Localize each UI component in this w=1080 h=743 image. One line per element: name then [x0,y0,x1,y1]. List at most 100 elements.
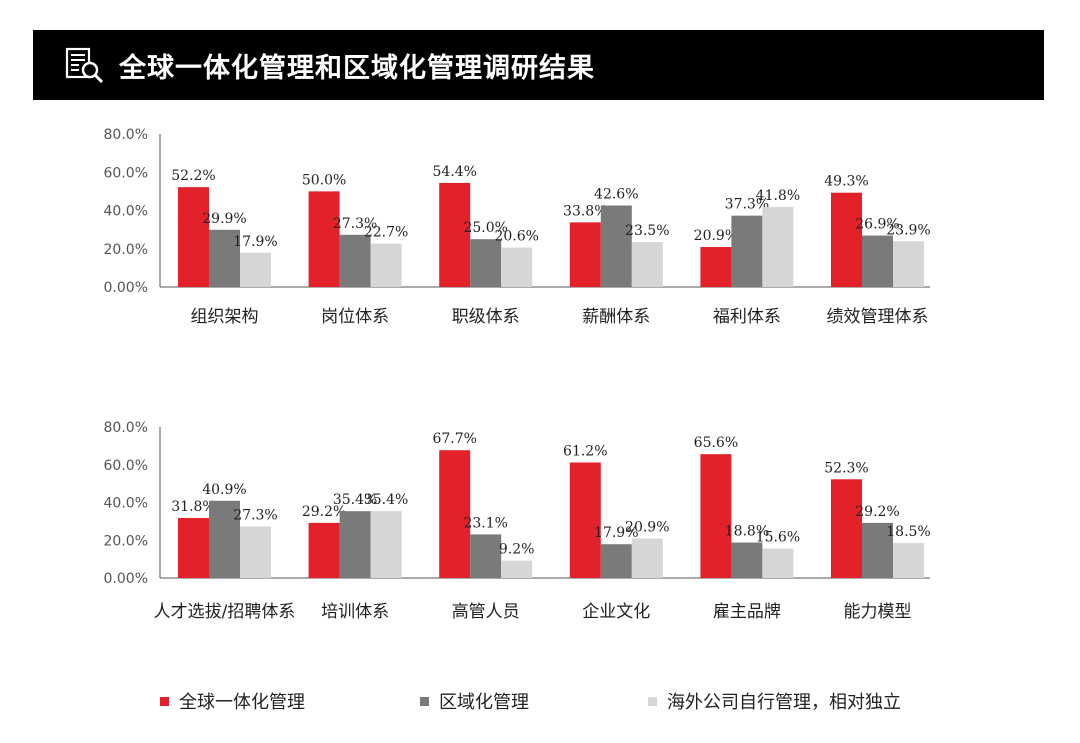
bar-regional [862,522,893,578]
bar-global [569,462,601,578]
bar-global [700,247,732,287]
y-tick-label: 40.0% [104,204,148,220]
data-label-independent: 22.7% [364,225,408,241]
data-label-regional: 40.9% [202,482,246,498]
legend-item-global: 全球一体化管理 [160,688,305,714]
bar-global [439,182,471,287]
bar-independent [893,543,924,578]
bar-regional [731,542,763,578]
bar-independent [370,243,402,287]
category-label: 组织架构 [191,307,259,327]
data-label-global: 29.2% [302,504,346,520]
category-label: 岗位体系 [321,307,389,327]
bar-regional [470,239,502,287]
bar-regional [339,511,371,578]
data-label-independent: 20.9% [625,520,669,536]
data-label-independent: 15.6% [756,530,800,546]
category-label: 薪酬体系 [582,307,650,327]
y-tick-label: 40.0% [104,496,148,512]
bar-independent [631,538,663,578]
y-tick-label: 80.0% [104,420,148,436]
y-tick-label: 20.0% [104,533,148,549]
category-label: 绩效管理体系 [827,307,929,327]
legend-label-global: 全球一体化管理 [179,692,305,713]
data-label-independent: 23.5% [625,223,669,239]
bar-independent [240,252,271,287]
y-tick-label: 0.00% [104,280,148,296]
data-label-regional: 25.0% [463,220,507,236]
data-label-independent: 17.9% [233,234,277,250]
bar-regional [862,235,893,287]
data-label-independent: 27.3% [233,507,277,523]
data-label-regional: 26.9% [855,217,899,233]
bar-global [178,187,209,287]
data-label-independent: 35.4% [364,492,408,508]
bar-global [439,450,471,578]
category-label: 雇主品牌 [713,602,781,622]
category-label: 人才选拔/招聘体系 [154,602,296,622]
bar-independent [893,241,924,287]
bar-global [831,479,862,578]
data-label-regional: 17.9% [594,525,638,541]
bar-regional [600,544,632,578]
data-label-independent: 18.5% [886,524,930,540]
data-label-global: 52.2% [171,168,215,184]
category-label: 职级体系 [452,307,520,327]
bar-global [831,192,862,287]
bar-regional [209,229,240,287]
data-label-independent: 20.6% [494,229,538,245]
legend-swatch-independent [648,696,657,706]
y-tick-label: 60.0% [104,165,148,181]
bar-regional [600,205,632,287]
category-label: 能力模型 [844,602,912,622]
bar-independent [762,207,794,287]
bar-regional [209,500,240,578]
bar-independent [370,511,402,578]
bar-regional [470,534,502,578]
data-label-global: 67.7% [432,431,476,447]
data-label-global: 50.0% [302,172,346,188]
legend-item-regional: 区域化管理 [420,688,529,714]
y-tick-label: 20.0% [104,242,148,258]
data-label-global: 54.4% [432,164,476,180]
legend-swatch-global [160,696,169,706]
data-label-regional: 29.2% [855,504,899,520]
data-label-regional: 42.6% [594,187,638,203]
y-tick-label: 0.00% [104,571,148,587]
bar-global [308,522,340,578]
category-label: 培训体系 [321,602,389,622]
data-label-global: 31.8% [171,499,215,515]
y-tick-label: 60.0% [104,458,148,474]
bar-independent [631,242,663,287]
data-label-regional: 27.3% [333,216,377,232]
data-label-independent: 23.9% [886,222,930,238]
data-label-global: 52.3% [824,460,868,476]
title-bar: 全球一体化管理和区域化管理调研结果 [33,30,1044,100]
data-label-regional: 23.1% [463,515,507,531]
bar-global [700,454,732,578]
data-label-regional: 18.8% [725,524,769,540]
bar-global [178,517,209,578]
bar-regional [731,215,763,287]
data-label-independent: 41.8% [756,188,800,204]
document-search-icon [65,47,104,84]
bar-independent [501,247,533,287]
bar-independent [762,548,794,578]
legend-swatch-regional [420,696,429,706]
category-label: 高管人员 [452,602,520,622]
legend-item-independent: 海外公司自行管理，相对独立 [648,688,901,714]
legend-label-regional: 区域化管理 [439,692,529,713]
page-title: 全球一体化管理和区域化管理调研结果 [119,52,595,84]
legend-label-independent: 海外公司自行管理，相对独立 [667,692,901,713]
data-label-global: 65.6% [694,435,738,451]
data-label-regional: 29.9% [202,211,246,227]
data-label-global: 33.8% [563,203,607,219]
data-label-independent: 9.2% [499,542,535,558]
data-label-global: 49.3% [824,174,868,190]
bar-global [308,191,340,287]
bar-global [569,222,601,287]
y-tick-label: 80.0% [104,127,148,143]
bar-independent [501,560,533,578]
legend: 全球一体化管理 区域化管理 海外公司自行管理，相对独立 [0,688,1080,718]
